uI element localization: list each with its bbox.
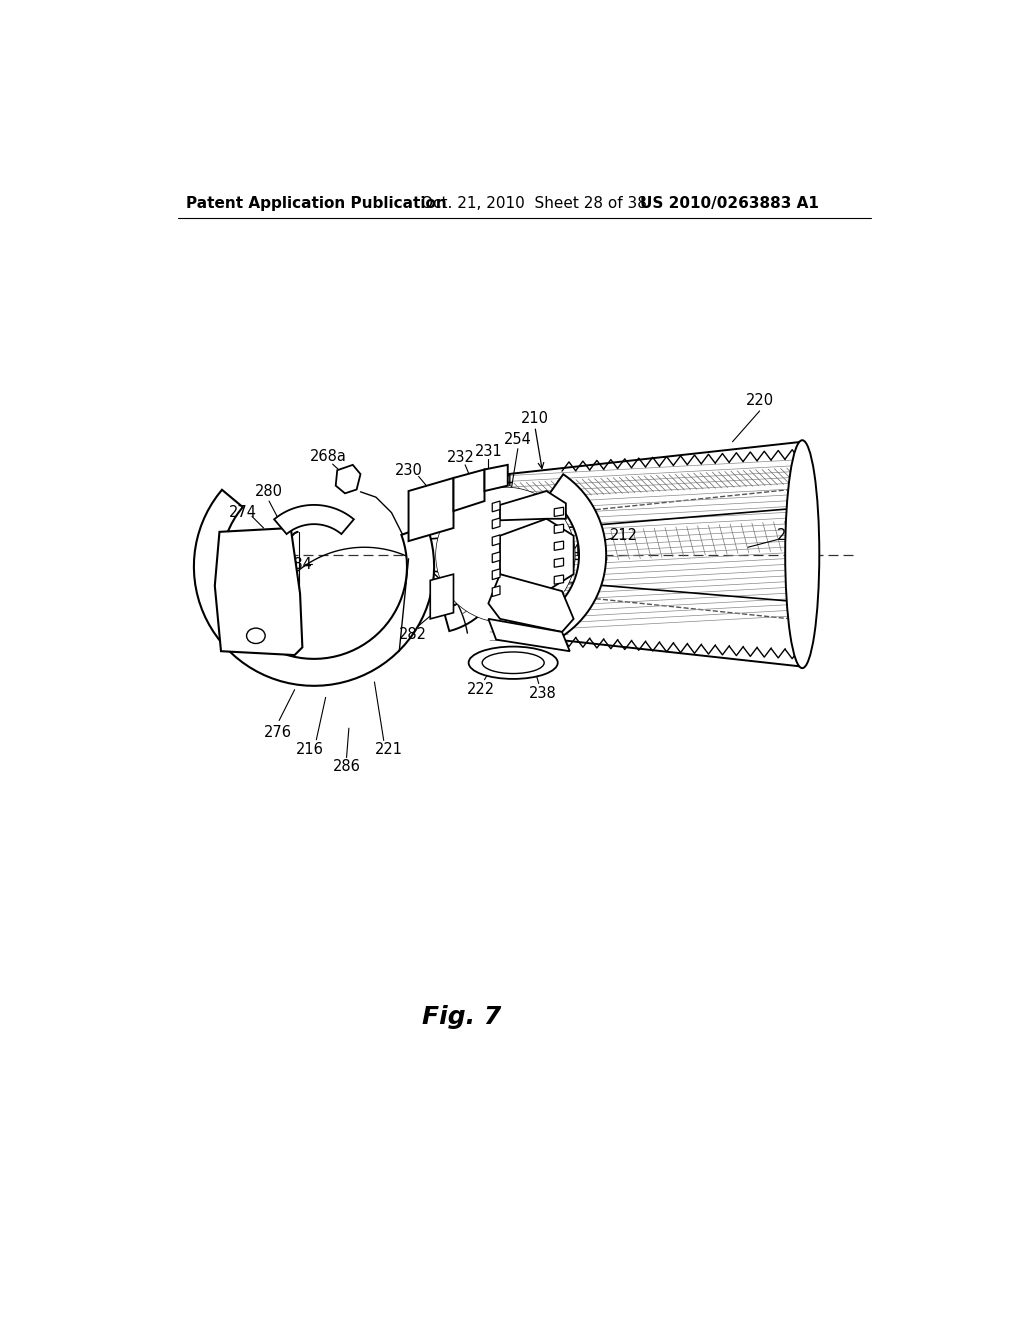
Ellipse shape [469, 647, 558, 678]
Polygon shape [336, 465, 360, 494]
Text: 278: 278 [219, 549, 247, 565]
Polygon shape [554, 507, 563, 516]
Text: 238: 238 [528, 686, 556, 701]
Text: 276: 276 [263, 725, 292, 739]
Polygon shape [554, 576, 563, 585]
Text: US 2010/0263883 A1: US 2010/0263883 A1 [640, 195, 818, 211]
Text: 282: 282 [399, 627, 427, 642]
Text: 212: 212 [610, 528, 638, 544]
Text: 230: 230 [394, 463, 423, 478]
Text: Fig. 7: Fig. 7 [422, 1005, 501, 1030]
Polygon shape [548, 474, 606, 636]
Polygon shape [554, 541, 563, 550]
Polygon shape [500, 491, 566, 520]
Polygon shape [554, 558, 563, 568]
Text: 280: 280 [255, 484, 283, 499]
Polygon shape [493, 517, 500, 529]
Polygon shape [443, 494, 504, 631]
Polygon shape [215, 528, 302, 655]
Ellipse shape [482, 652, 544, 673]
Polygon shape [554, 524, 563, 533]
Text: 214: 214 [535, 612, 562, 628]
Ellipse shape [435, 487, 575, 623]
Polygon shape [484, 465, 508, 491]
Polygon shape [488, 574, 573, 632]
Text: 254: 254 [504, 432, 531, 447]
Ellipse shape [785, 441, 819, 668]
Text: 221: 221 [375, 742, 403, 758]
Text: 226: 226 [776, 528, 805, 544]
Text: 210: 210 [521, 411, 549, 426]
Polygon shape [493, 569, 500, 579]
Polygon shape [194, 490, 434, 686]
Text: 274: 274 [228, 506, 257, 520]
Text: 224: 224 [554, 544, 583, 558]
Text: 231: 231 [474, 444, 502, 458]
Text: 220: 220 [745, 393, 774, 408]
Polygon shape [430, 574, 454, 619]
Text: 216: 216 [296, 742, 324, 758]
Polygon shape [274, 506, 354, 535]
Polygon shape [454, 470, 484, 511]
Polygon shape [493, 586, 500, 597]
Text: A2: A2 [798, 545, 817, 560]
Text: 268a: 268a [309, 449, 346, 463]
Polygon shape [409, 478, 454, 541]
Text: 286: 286 [333, 759, 360, 775]
Polygon shape [500, 519, 573, 591]
Text: Oct. 21, 2010  Sheet 28 of 38: Oct. 21, 2010 Sheet 28 of 38 [421, 195, 647, 211]
Text: 232: 232 [447, 450, 475, 465]
Text: 244: 244 [486, 474, 514, 490]
Text: A2: A2 [223, 570, 243, 586]
Polygon shape [486, 483, 547, 634]
Polygon shape [493, 552, 500, 562]
Polygon shape [488, 619, 569, 651]
Text: 284: 284 [285, 557, 312, 572]
Ellipse shape [247, 628, 265, 644]
Polygon shape [493, 535, 500, 545]
Text: 228: 228 [532, 562, 560, 578]
Text: Patent Application Publication: Patent Application Publication [186, 195, 446, 211]
Text: 222: 222 [467, 682, 495, 697]
Polygon shape [493, 502, 500, 512]
